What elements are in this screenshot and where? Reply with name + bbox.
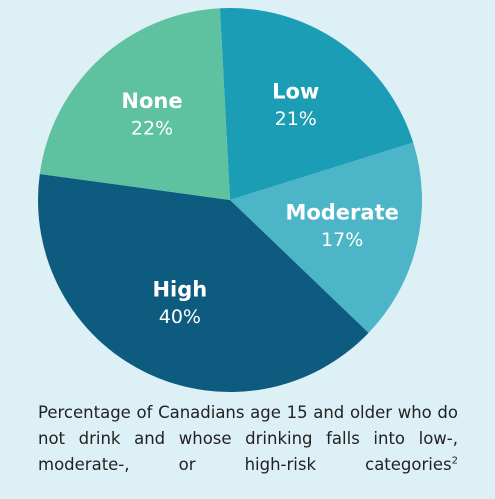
slice-value: 22% [131, 118, 173, 140]
footnote-marker: 2 [451, 455, 458, 467]
pie-slice [230, 142, 422, 333]
pie-slice [38, 173, 369, 392]
pie-slice [219, 8, 414, 201]
slice-name: None [121, 89, 182, 113]
slice-value: 21% [275, 108, 317, 130]
slice-value: 17% [321, 229, 363, 251]
caption-text: Percentage of Canadians age 15 and older… [38, 403, 458, 474]
slice-name: Low [272, 79, 319, 103]
slice-value: 40% [159, 306, 201, 328]
pie-chart: Low 21% Moderate 17% High 40% None 22% [38, 8, 422, 392]
pie-slice [39, 8, 230, 201]
slice-name: High [152, 278, 207, 302]
slice-name: Moderate [285, 200, 398, 224]
caption: Percentage of Canadians age 15 and older… [38, 400, 458, 478]
